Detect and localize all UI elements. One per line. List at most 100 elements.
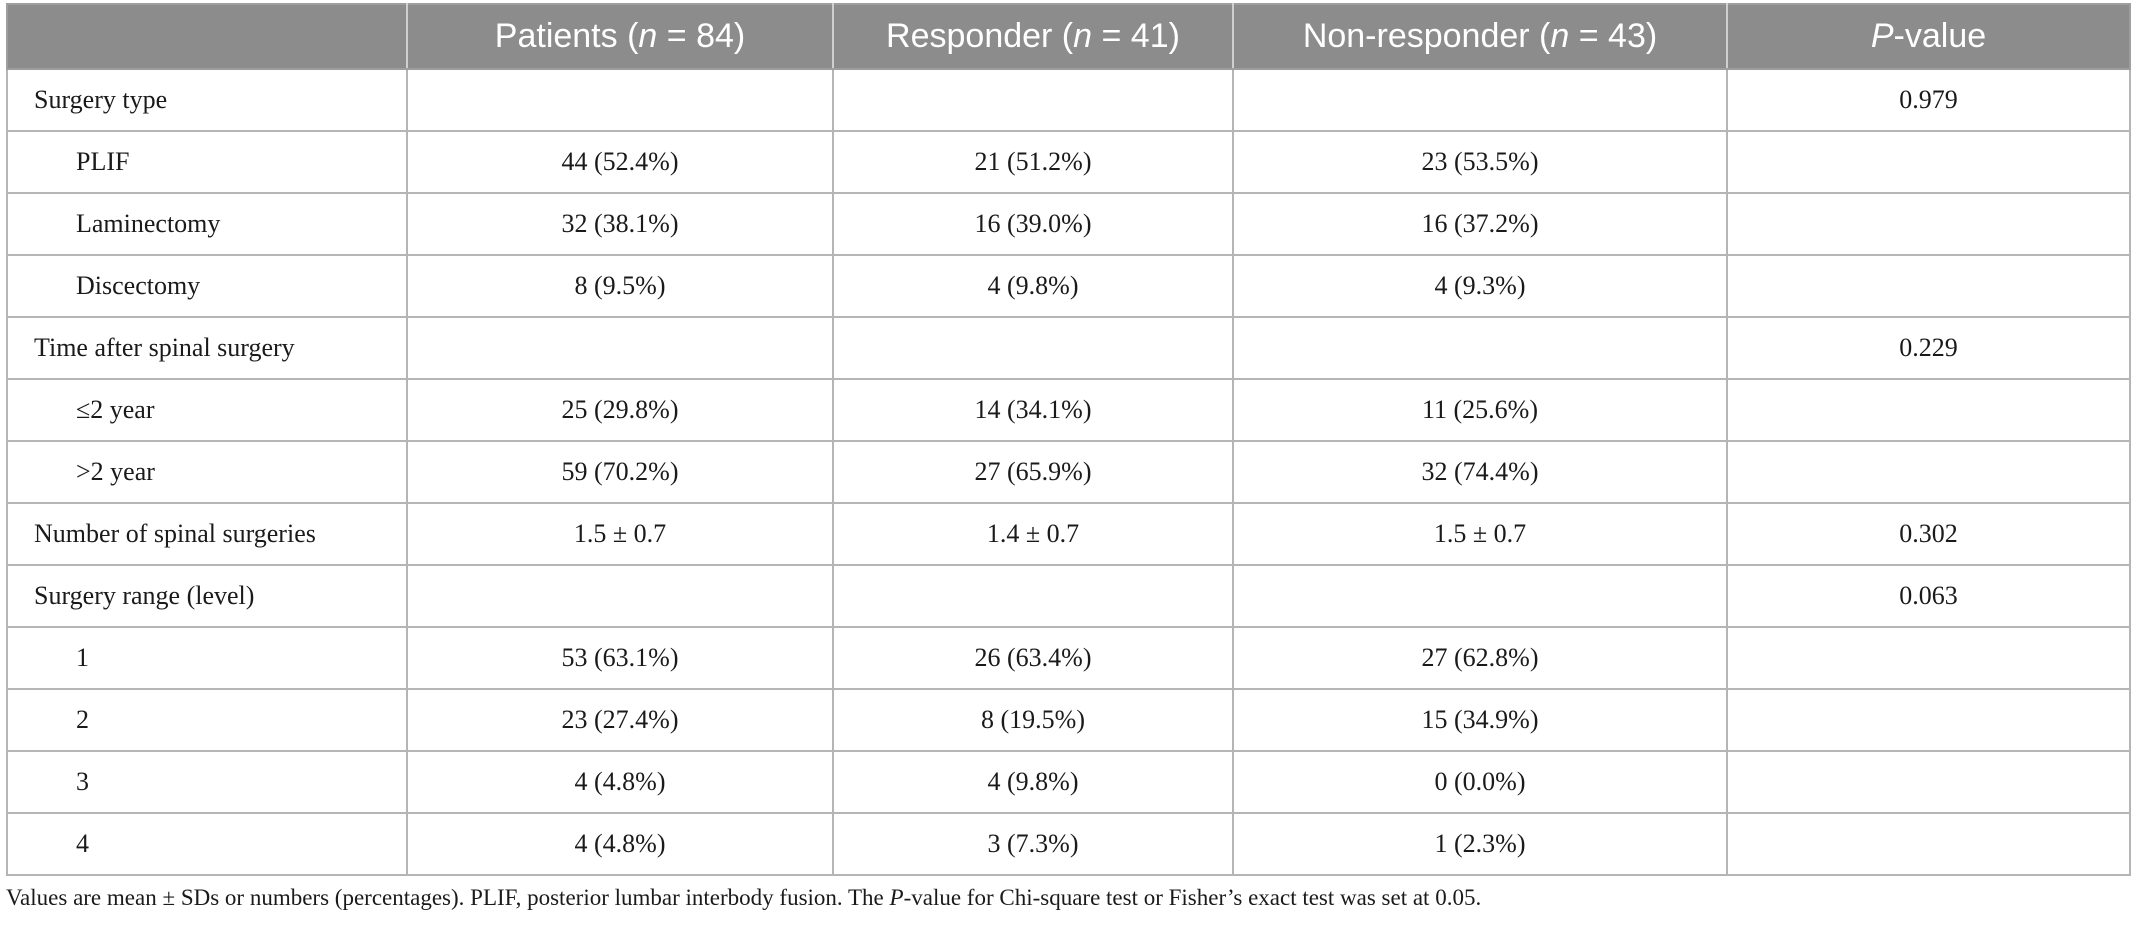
row-label: PLIF <box>6 130 408 194</box>
row-label: 2 <box>6 688 408 752</box>
cell-pvalue: 0.302 <box>1726 502 2131 566</box>
table-row: Surgery type 0.979 <box>6 68 2131 132</box>
cell-patients: 59 (70.2%) <box>406 440 834 504</box>
cell-patients: 44 (52.4%) <box>406 130 834 194</box>
table-row: 3 4 (4.8%) 4 (9.8%) 0 (0.0%) <box>6 750 2131 814</box>
cell-patients: 25 (29.8%) <box>406 378 834 442</box>
header-pvalue-suffix: -value <box>1893 17 1987 55</box>
cell-pvalue <box>1726 440 2131 504</box>
cell-responder <box>832 68 1234 132</box>
cell-patients: 4 (4.8%) <box>406 750 834 814</box>
cell-responder: 4 (9.8%) <box>832 254 1234 318</box>
cell-patients: 53 (63.1%) <box>406 626 834 690</box>
cell-pvalue: 0.979 <box>1726 68 2131 132</box>
table-container: Patients (n = 84) Responder (n = 41) Non… <box>6 3 2131 876</box>
cell-nonresponder: 23 (53.5%) <box>1232 130 1728 194</box>
table-row: 2 23 (27.4%) 8 (19.5%) 15 (34.9%) <box>6 688 2131 752</box>
header-row: Patients (n = 84) Responder (n = 41) Non… <box>6 3 2131 70</box>
table-row: 4 4 (4.8%) 3 (7.3%) 1 (2.3%) <box>6 812 2131 876</box>
cell-nonresponder <box>1232 68 1728 132</box>
row-label: Surgery range (level) <box>6 564 408 628</box>
row-label: ≤2 year <box>6 378 408 442</box>
table-row: Surgery range (level) 0.063 <box>6 564 2131 628</box>
cell-pvalue: 0.229 <box>1726 316 2131 380</box>
table-row: Time after spinal surgery 0.229 <box>6 316 2131 380</box>
cell-pvalue <box>1726 192 2131 256</box>
cell-nonresponder: 15 (34.9%) <box>1232 688 1728 752</box>
cell-pvalue <box>1726 254 2131 318</box>
cell-pvalue <box>1726 688 2131 752</box>
row-label: >2 year <box>6 440 408 504</box>
header-responder-prefix: Responder ( <box>886 17 1074 55</box>
table-row: 1 53 (63.1%) 26 (63.4%) 27 (62.8%) <box>6 626 2131 690</box>
row-label: 4 <box>6 812 408 876</box>
table-row: Laminectomy 32 (38.1%) 16 (39.0%) 16 (37… <box>6 192 2131 256</box>
cell-pvalue <box>1726 626 2131 690</box>
cell-responder: 8 (19.5%) <box>832 688 1234 752</box>
row-label: Discectomy <box>6 254 408 318</box>
cell-nonresponder: 27 (62.8%) <box>1232 626 1728 690</box>
header-empty <box>6 3 408 70</box>
cell-nonresponder: 16 (37.2%) <box>1232 192 1728 256</box>
cell-nonresponder: 0 (0.0%) <box>1232 750 1728 814</box>
header-nonresponder: Non-responder (n = 43) <box>1232 3 1728 70</box>
cell-nonresponder: 32 (74.4%) <box>1232 440 1728 504</box>
table-row: Discectomy 8 (9.5%) 4 (9.8%) 4 (9.3%) <box>6 254 2131 318</box>
footnote-part1: Values are mean ± SDs or numbers (percen… <box>6 885 890 910</box>
cell-pvalue: 0.063 <box>1726 564 2131 628</box>
cell-patients: 8 (9.5%) <box>406 254 834 318</box>
row-label: 3 <box>6 750 408 814</box>
header-nonresponder-prefix: Non-responder ( <box>1302 17 1551 55</box>
cell-patients: 4 (4.8%) <box>406 812 834 876</box>
cell-responder: 14 (34.1%) <box>832 378 1234 442</box>
row-label: Laminectomy <box>6 192 408 256</box>
cell-responder <box>832 316 1234 380</box>
cell-responder: 21 (51.2%) <box>832 130 1234 194</box>
cell-responder: 3 (7.3%) <box>832 812 1234 876</box>
cell-pvalue <box>1726 378 2131 442</box>
cell-pvalue <box>1726 130 2131 194</box>
cell-pvalue <box>1726 750 2131 814</box>
cell-responder: 4 (9.8%) <box>832 750 1234 814</box>
cell-patients: 23 (27.4%) <box>406 688 834 752</box>
cell-nonresponder: 4 (9.3%) <box>1232 254 1728 318</box>
cell-responder: 27 (65.9%) <box>832 440 1234 504</box>
table-row: PLIF 44 (52.4%) 21 (51.2%) 23 (53.5%) <box>6 130 2131 194</box>
header-nonresponder-suffix: = 43) <box>1569 17 1658 55</box>
cell-responder: 16 (39.0%) <box>832 192 1234 256</box>
cell-nonresponder <box>1232 564 1728 628</box>
row-label: Time after spinal surgery <box>6 316 408 380</box>
cell-nonresponder: 1 (2.3%) <box>1232 812 1728 876</box>
cell-responder: 1.4 ± 0.7 <box>832 502 1234 566</box>
cell-patients: 32 (38.1%) <box>406 192 834 256</box>
table-row: ≤2 year 25 (29.8%) 14 (34.1%) 11 (25.6%) <box>6 378 2131 442</box>
header-patients-prefix: Patients ( <box>494 17 639 55</box>
header-nonresponder-n: n <box>1550 17 1570 55</box>
cell-pvalue <box>1726 812 2131 876</box>
cell-responder <box>832 564 1234 628</box>
cell-nonresponder: 1.5 ± 0.7 <box>1232 502 1728 566</box>
table-footnote: Values are mean ± SDs or numbers (percen… <box>6 885 1481 911</box>
cell-patients: 1.5 ± 0.7 <box>406 502 834 566</box>
header-patients-suffix: = 84) <box>657 17 746 55</box>
row-label: Surgery type <box>6 68 408 132</box>
header-patients: Patients (n = 84) <box>406 3 834 70</box>
data-table: Patients (n = 84) Responder (n = 41) Non… <box>6 3 2131 876</box>
table-row: >2 year 59 (70.2%) 27 (65.9%) 32 (74.4%) <box>6 440 2131 504</box>
cell-nonresponder: 11 (25.6%) <box>1232 378 1728 442</box>
row-label: 1 <box>6 626 408 690</box>
footnote-p: P <box>889 885 904 910</box>
header-responder: Responder (n = 41) <box>832 3 1234 70</box>
cell-nonresponder <box>1232 316 1728 380</box>
header-patients-n: n <box>638 17 658 55</box>
cell-patients <box>406 316 834 380</box>
footnote-part2: -value for Chi-square test or Fisher’s e… <box>903 885 1482 910</box>
cell-patients <box>406 68 834 132</box>
cell-patients <box>406 564 834 628</box>
header-pvalue: P-value <box>1726 3 2131 70</box>
header-pvalue-p: P <box>1870 17 1894 55</box>
cell-responder: 26 (63.4%) <box>832 626 1234 690</box>
header-responder-suffix: = 41) <box>1092 17 1180 55</box>
row-label: Number of spinal surgeries <box>6 502 408 566</box>
table-row: Number of spinal surgeries 1.5 ± 0.7 1.4… <box>6 502 2131 566</box>
